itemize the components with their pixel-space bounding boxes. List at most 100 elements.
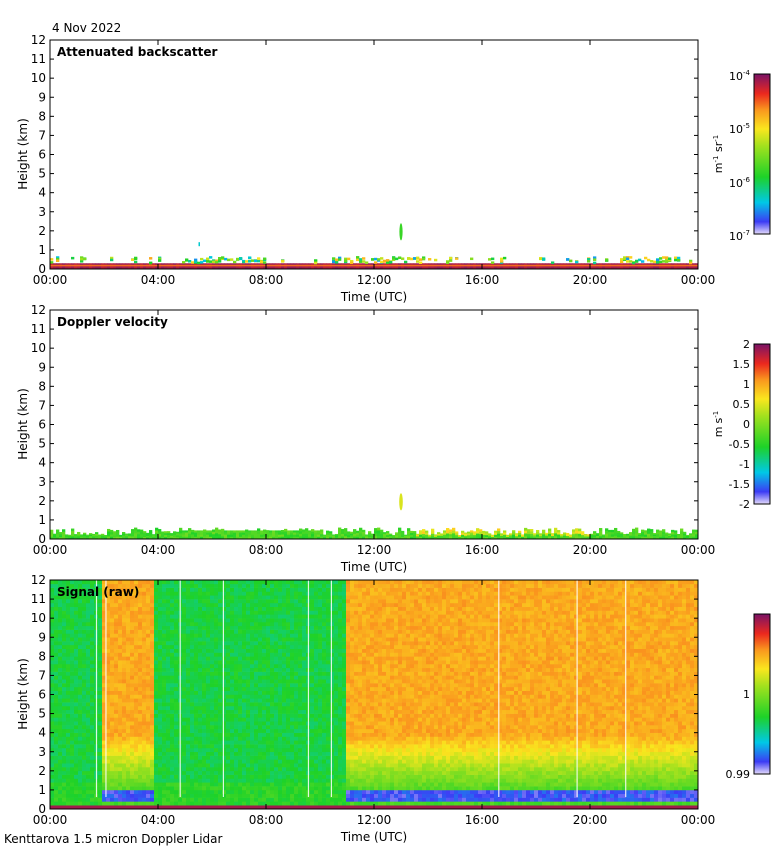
velocity-cell [368,535,372,538]
backscatter-cell [677,258,681,262]
velocity-cell [143,537,147,540]
signal-cell [194,763,199,768]
signal-cell [82,660,87,665]
signal-cell [202,675,207,680]
velocity-cell [518,530,522,534]
signal-cell [134,618,139,623]
colorbar-cell [754,472,770,474]
signal-cell [118,763,123,768]
backscatter-cell [86,264,90,267]
velocity-cell [509,533,513,536]
signal-cell [190,740,195,745]
signal-cell [86,717,91,722]
velocity-cell [482,530,486,534]
velocity-cell [467,533,471,536]
velocity-cell [512,532,516,535]
signal-cell [198,698,203,703]
backscatter-cell [338,264,342,267]
signal-cell [246,683,251,688]
backscatter-cell [89,264,93,267]
signal-cell [158,801,163,806]
signal-cell [194,580,199,585]
signal-cell [218,740,223,745]
signal-cell [130,728,135,733]
velocity-cell [233,536,237,540]
signal-cell [78,728,83,733]
signal-cell [126,629,131,634]
signal-cell [246,660,251,665]
velocity-cell [416,535,420,537]
velocity-cell [695,529,699,533]
signal-cell [106,702,111,707]
signal-cell [90,595,95,600]
signal-cell [110,587,115,592]
backscatter-cell [248,256,252,259]
signal-cell [126,797,131,802]
velocity-cell [113,533,117,536]
signal-cell [226,732,231,737]
colorbar-tick-label: -2 [739,498,750,511]
velocity-cell [353,529,357,532]
signal-cell [122,587,127,592]
ytick-label: 11 [31,322,46,336]
signal-cell [226,736,231,741]
colorbar-cell [754,367,770,369]
colorbar-cell [754,180,770,182]
velocity-cell [584,533,588,536]
backscatter-cell [206,264,210,267]
signal-cell [198,789,203,795]
velocity-cell [398,533,402,537]
signal-cell [170,782,175,787]
signal-cell [50,744,55,749]
signal-cell [130,732,135,737]
signal-cell [50,801,55,806]
velocity-cell [236,536,240,540]
velocity-cell [362,534,366,538]
colorbar-cell [754,104,770,106]
velocity-cell [320,536,324,540]
velocity-cell [635,536,639,540]
ytick-label: 0 [38,532,46,546]
backscatter-cell [629,264,633,267]
cb1-tick-1e-4: 10-4 [729,69,751,83]
signal-cell [82,686,87,691]
signal-cell [54,637,59,642]
signal-cell [130,591,135,596]
velocity-cell [74,535,78,537]
signal-cell [170,728,175,733]
signal-cell [174,732,179,737]
signal-cell [206,648,211,653]
signal-cell [202,633,207,638]
colorbar-cell [754,351,770,353]
velocity-cell [383,532,387,535]
velocity-cell [101,533,105,536]
colorbar-cell [754,417,770,419]
signal-cell [142,786,147,791]
signal-cell [186,801,191,806]
signal-cell [202,656,207,661]
ytick-label: 1 [38,513,46,527]
signal-cell [150,805,155,810]
backscatter-cell [149,257,153,260]
signal-cell [202,683,207,688]
velocity-cell [260,536,264,540]
velocity-cell [500,534,504,537]
signal-cell [226,690,231,695]
signal-cell [238,744,243,749]
signal-cell [154,778,159,783]
velocity-cell [188,536,192,540]
signal-cell [82,629,87,634]
backscatter-cell [668,264,672,267]
signal-cell [218,679,223,684]
backscatter-cell [380,257,384,260]
signal-cell [202,740,207,745]
backscatter-cell [569,264,573,267]
signal-cell [214,621,219,627]
backscatter-cell [167,264,171,267]
signal-cell [122,782,127,787]
signal-cell [182,625,187,630]
signal-cell [162,721,167,726]
backscatter-cell [194,260,198,264]
velocity-cell [65,534,69,536]
velocity-cell [296,536,300,540]
